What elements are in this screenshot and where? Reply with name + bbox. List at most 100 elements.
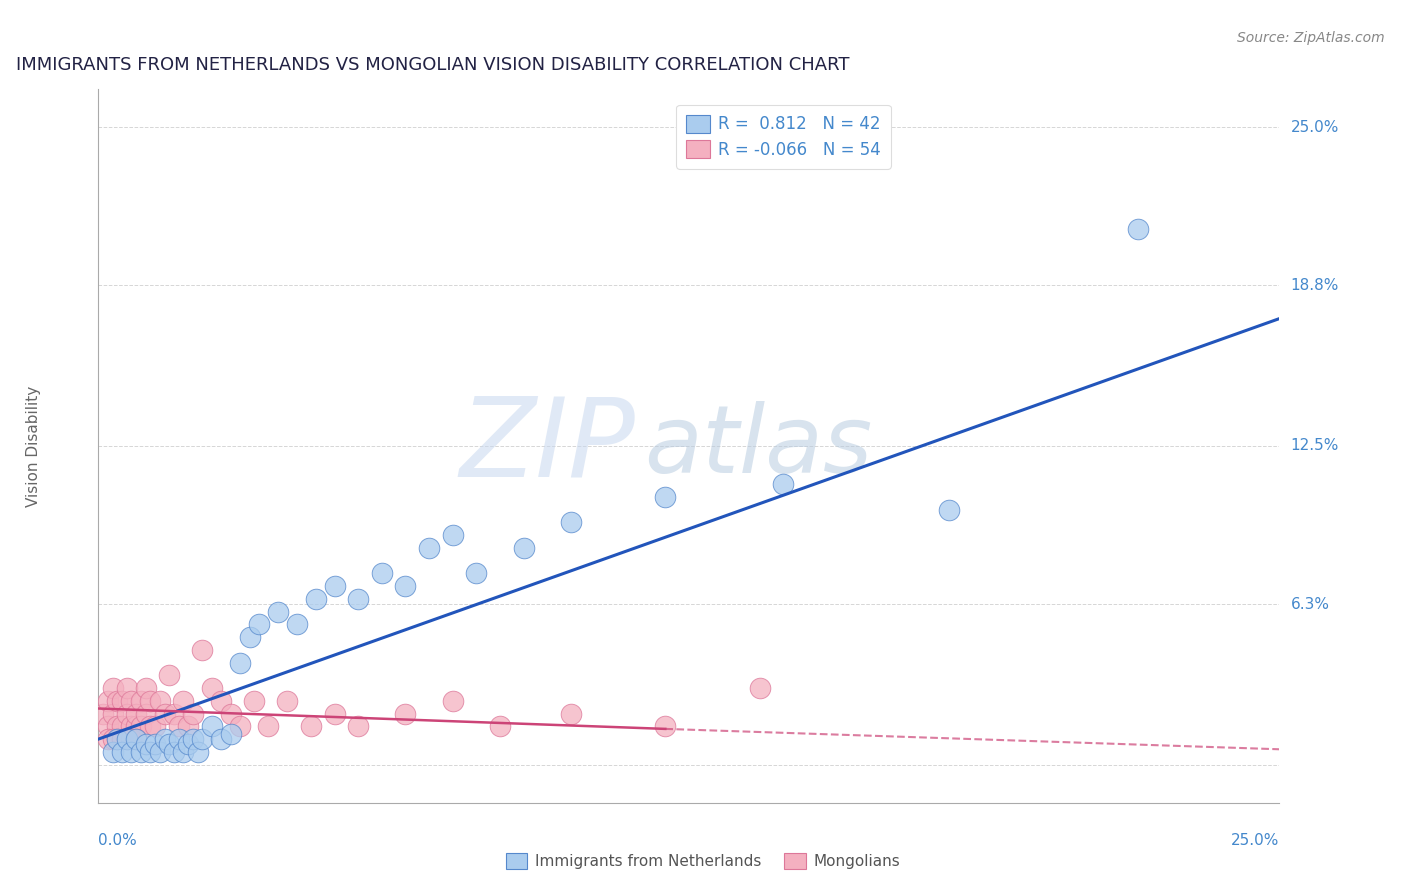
Point <box>191 732 214 747</box>
Legend: Immigrants from Netherlands, Mongolians: Immigrants from Netherlands, Mongolians <box>501 847 905 875</box>
Point <box>125 719 148 733</box>
Point <box>91 706 114 721</box>
Text: Source: ZipAtlas.com: Source: ZipAtlas.com <box>1237 31 1385 45</box>
Point <box>111 732 134 747</box>
Point <box>97 732 120 747</box>
Point <box>1126 222 1149 236</box>
Text: ZIP: ZIP <box>460 392 636 500</box>
Text: 18.8%: 18.8% <box>1291 278 1339 293</box>
Point <box>149 745 172 759</box>
Point <box>129 719 152 733</box>
Point <box>323 706 346 721</box>
Point <box>181 732 204 747</box>
Point <box>115 732 138 747</box>
Point <box>121 719 143 733</box>
Point <box>257 719 280 733</box>
Point <box>229 656 252 670</box>
Point <box>938 502 960 516</box>
Point <box>101 706 124 721</box>
Point <box>139 745 162 759</box>
Point <box>560 706 582 721</box>
Point <box>115 706 138 721</box>
Point <box>111 694 134 708</box>
Point <box>97 694 120 708</box>
Point <box>121 732 143 747</box>
Point <box>139 719 162 733</box>
Point <box>276 694 298 708</box>
Point <box>347 719 370 733</box>
Point <box>441 694 464 708</box>
Point <box>654 490 676 504</box>
Point <box>219 727 242 741</box>
Point <box>239 630 262 644</box>
Point <box>135 681 157 695</box>
Point <box>121 745 143 759</box>
Point <box>101 681 124 695</box>
Point <box>512 541 534 555</box>
Point <box>243 694 266 708</box>
Text: IMMIGRANTS FROM NETHERLANDS VS MONGOLIAN VISION DISABILITY CORRELATION CHART: IMMIGRANTS FROM NETHERLANDS VS MONGOLIAN… <box>15 56 849 74</box>
Point <box>153 732 176 747</box>
Text: 12.5%: 12.5% <box>1291 439 1339 453</box>
Point <box>371 566 394 581</box>
Point <box>209 732 232 747</box>
Text: atlas: atlas <box>644 401 872 491</box>
Point <box>97 719 120 733</box>
Text: 6.3%: 6.3% <box>1291 597 1330 612</box>
Text: 25.0%: 25.0% <box>1232 833 1279 848</box>
Point <box>177 737 200 751</box>
Point <box>201 719 224 733</box>
Point <box>157 737 180 751</box>
Point <box>105 732 128 747</box>
Point <box>125 732 148 747</box>
Point <box>418 541 440 555</box>
Point <box>772 477 794 491</box>
Point <box>139 694 162 708</box>
Point <box>191 643 214 657</box>
Point <box>111 745 134 759</box>
Point <box>105 719 128 733</box>
Point <box>489 719 512 733</box>
Point <box>209 694 232 708</box>
Point <box>135 737 157 751</box>
Point <box>394 706 416 721</box>
Point <box>149 694 172 708</box>
Point <box>101 745 124 759</box>
Point <box>305 591 328 606</box>
Point <box>465 566 488 581</box>
Point <box>125 706 148 721</box>
Point <box>247 617 270 632</box>
Point <box>267 605 290 619</box>
Point <box>654 719 676 733</box>
Point <box>181 706 204 721</box>
Point <box>201 681 224 695</box>
Point <box>229 719 252 733</box>
Point <box>153 706 176 721</box>
Point <box>163 745 186 759</box>
Point <box>285 617 308 632</box>
Point <box>172 745 194 759</box>
Point <box>121 694 143 708</box>
Point <box>167 719 190 733</box>
Point <box>167 732 190 747</box>
Point <box>125 732 148 747</box>
Point <box>441 528 464 542</box>
Point <box>143 719 166 733</box>
Point <box>560 516 582 530</box>
Point <box>105 732 128 747</box>
Point <box>115 732 138 747</box>
Text: 0.0%: 0.0% <box>98 833 138 848</box>
Point <box>129 745 152 759</box>
Point <box>135 706 157 721</box>
Point <box>748 681 770 695</box>
Point <box>163 706 186 721</box>
Point <box>101 732 124 747</box>
Point <box>323 579 346 593</box>
Point <box>299 719 322 733</box>
Point <box>111 719 134 733</box>
Point <box>129 694 152 708</box>
Point <box>347 591 370 606</box>
Point <box>394 579 416 593</box>
Point <box>187 745 209 759</box>
Text: Vision Disability: Vision Disability <box>25 385 41 507</box>
